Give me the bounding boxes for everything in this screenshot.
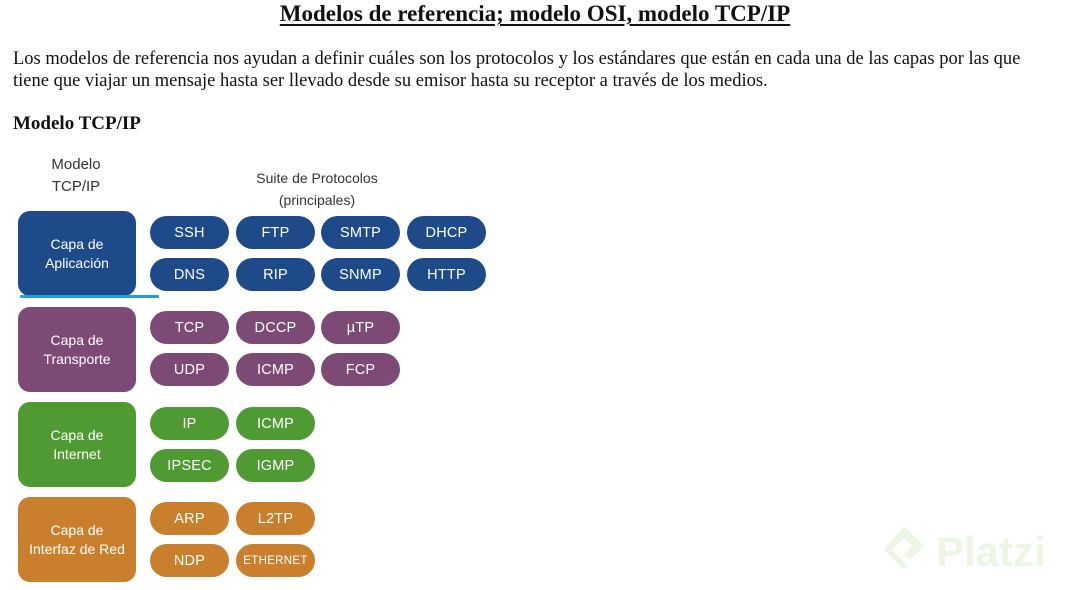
protocol-pill: IPSEC [150,449,229,482]
protocol-pill: HTTP [407,258,486,291]
layer-label: Capa de Aplicación [45,235,109,271]
protocol-pill: ARP [150,502,229,535]
protocol-pill: SSH [150,216,229,249]
protocol-pill: ICMP [236,353,315,386]
page-title: Modelos de referencia; modelo OSI, model… [279,1,791,26]
model-column-label: Modelo TCP/IP [51,156,101,195]
protocol-pill: TCP [150,311,229,344]
section-heading: Modelo TCP/IP [13,113,141,134]
layer-label: Capa de Interfaz de Red [29,521,125,557]
tcpip-diagram: Modelo TCP/IP Suite de Protocolos (princ… [0,150,500,590]
protocol-pill: DCCP [236,311,315,344]
protocol-pill: SMTP [321,216,400,249]
protocol-pill: FTP [236,216,315,249]
protocol-pill: FCP [321,353,400,386]
protocol-pill: RIP [236,258,315,291]
protocol-pill: µTP [321,311,400,344]
layer-internet: Capa de Internet [18,402,136,487]
protocol-pill: SNMP [321,258,400,291]
protocol-pill: L2TP [236,502,315,535]
protocol-pill: UDP [150,353,229,386]
protocol-pill: ETHERNET [236,544,315,577]
protocol-pill: IGMP [236,449,315,482]
suite-column-label: Suite de Protocolos (principales) [256,170,378,208]
layer-label: Capa de Transporte [43,331,111,367]
layer-label: Capa de Internet [50,426,104,462]
layer-aplicacion: Capa de Aplicación [18,211,136,296]
layer-transporte: Capa de Transporte [18,307,136,392]
watermark-text: Platzi [936,528,1046,575]
protocol-pill: ICMP [236,407,315,440]
platzi-logo-icon [884,526,924,570]
highlight-underline [20,295,159,298]
protocol-pill: DHCP [407,216,486,249]
platzi-watermark: Platzi [880,524,1046,580]
protocol-pill: DNS [150,258,229,291]
layer-interfaz-de-red: Capa de Interfaz de Red [18,497,136,582]
intro-paragraph: Los modelos de referencia nos ayudan a d… [13,49,1021,91]
protocol-pill: NDP [150,544,229,577]
protocol-pill: IP [150,407,229,440]
